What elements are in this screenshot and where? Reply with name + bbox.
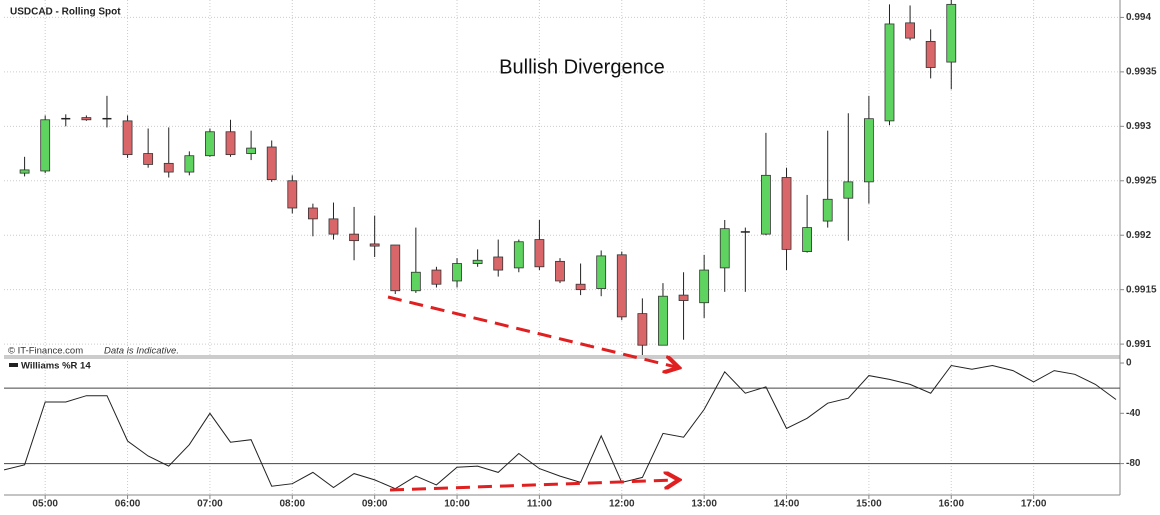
candle-body (761, 174, 771, 235)
candle-body (184, 155, 195, 173)
x-tick-label: 08:00 (280, 499, 306, 510)
price-panel (4, 0, 1120, 355)
candle-body (287, 180, 298, 209)
candle-body (946, 3, 957, 63)
candle-body (225, 131, 236, 156)
panel-separator (4, 355, 1120, 359)
candle-body (596, 255, 607, 289)
candle-body (616, 254, 627, 318)
annotation: Bullish Divergence (499, 56, 665, 78)
candle-body (781, 177, 792, 250)
indicator-line (4, 364, 1117, 490)
candle-body (431, 269, 442, 285)
candle-body (390, 244, 401, 292)
candle-body (205, 131, 215, 157)
candle-body (637, 313, 648, 346)
candle-body (40, 119, 51, 172)
candle-body (802, 227, 813, 252)
candle-body (452, 263, 462, 282)
candle-body (863, 118, 874, 183)
candle-body (822, 198, 833, 222)
y-tick-label: 0.992 (1126, 230, 1151, 241)
candle-body (658, 295, 668, 346)
x-tick-label: 05:00 (32, 499, 58, 510)
y-tick-label: 0.994 (1126, 12, 1151, 23)
divergence-arrow (389, 480, 676, 492)
candle-body (575, 283, 586, 291)
x-tick-label: 15:00 (856, 499, 882, 510)
candle-body (246, 147, 257, 154)
x-tick-label: 16:00 (938, 499, 964, 510)
x-tick-label: 12:00 (609, 499, 635, 510)
candle-body (555, 260, 565, 282)
candle-body (369, 243, 380, 247)
candle-body (843, 181, 854, 199)
candle-body (905, 22, 915, 39)
candle-body (719, 228, 730, 269)
candle-body (472, 259, 483, 264)
candle-body (410, 271, 421, 292)
y-tick-label: 0.9915 (1126, 284, 1157, 295)
candle-body (884, 23, 895, 122)
candle-body (925, 40, 936, 68)
x-tick-label: 06:00 (115, 499, 141, 510)
candle-body (534, 239, 545, 268)
candle-body (678, 294, 689, 301)
candle-body (513, 241, 524, 269)
x-tick-label: 09:00 (362, 499, 388, 510)
y-tick-label: 0.9925 (1126, 175, 1157, 186)
y-tick-label: 0 (1126, 358, 1132, 369)
indicator-panel (4, 358, 1120, 495)
candle-body (349, 233, 359, 242)
candle-body (122, 120, 133, 156)
candle-body (307, 207, 318, 220)
candle-body (143, 153, 154, 165)
candle-body (328, 218, 339, 235)
x-tick-label: 13:00 (691, 499, 717, 510)
y-tick-label: -40 (1126, 408, 1141, 419)
chart-title: USDCAD - Rolling Spot (10, 7, 121, 18)
candle-body (266, 146, 277, 181)
legend-label: Williams %R 14 (21, 361, 91, 372)
y-tick-label: -80 (1126, 458, 1141, 469)
x-tick-label: 07:00 (197, 499, 223, 510)
source: © IT-Finance.com (8, 346, 83, 357)
x-tick-label: 14:00 (774, 499, 800, 510)
legend-swatch (9, 363, 18, 367)
x-tick-label: 11:00 (527, 499, 552, 510)
y-tick-label: 0.991 (1126, 339, 1151, 350)
candle-body (163, 162, 174, 173)
divergence-arrow (387, 295, 676, 367)
candle-body (699, 269, 710, 304)
candle-body (19, 169, 30, 174)
x-tick-label: 10:00 (444, 499, 470, 510)
axes: 0.994 0.9935 0.993 0.9925 0.992 0.9915 0.991 0 -… (9, 12, 1157, 510)
y-tick-label: 0.993 (1126, 121, 1151, 132)
candle-body (81, 117, 92, 121)
x-tick-label: 17:00 (1021, 499, 1047, 510)
candle-body (493, 256, 504, 271)
note: Data is Indicative. (104, 346, 179, 357)
y-tick-label: 0.9935 (1126, 67, 1157, 78)
